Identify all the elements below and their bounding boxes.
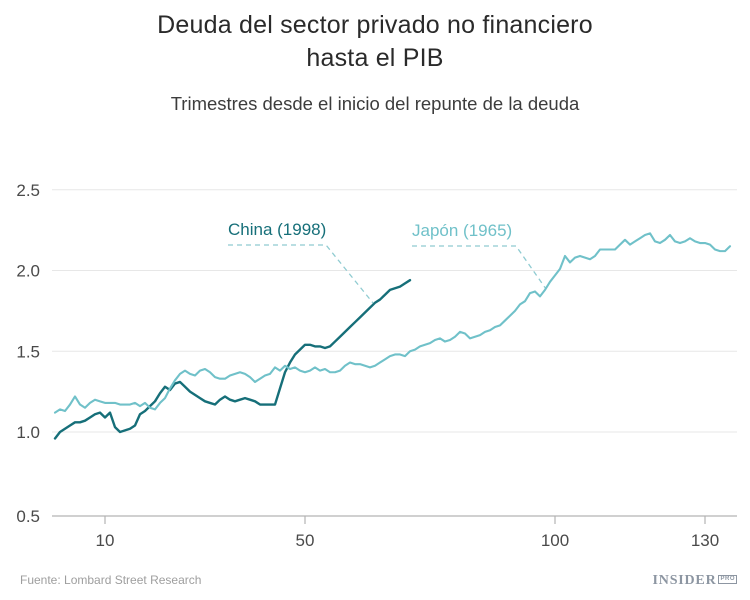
x-tick-label: 130 bbox=[691, 531, 719, 550]
insider-pro-logo: INSIDER PRO bbox=[653, 573, 737, 589]
japan-line bbox=[53, 232, 732, 414]
logo-text: INSIDER bbox=[652, 573, 717, 588]
chart-title-line1: Deuda del sector privado no financiero bbox=[157, 11, 593, 39]
x-tick-label: 10 bbox=[96, 531, 115, 550]
china-line bbox=[53, 278, 412, 440]
y-tick-label: 1.0 bbox=[16, 423, 40, 442]
logo-badge: PRO bbox=[718, 575, 737, 584]
x-tick-label: 50 bbox=[296, 531, 315, 550]
label-leader-line bbox=[412, 245, 547, 290]
chart-title: Deuda del sector privado no financiero h… bbox=[0, 9, 750, 75]
x-tick-label: 100 bbox=[541, 531, 569, 550]
y-tick-label: 1.5 bbox=[16, 342, 40, 361]
y-tick-label: 0.5 bbox=[16, 507, 40, 526]
source-credit: Fuente: Lombard Street Research bbox=[20, 573, 202, 587]
series-label-china: China (1998) bbox=[228, 220, 327, 239]
chart-subtitle: Trimestres desde el inicio del repunte d… bbox=[170, 93, 580, 114]
y-tick-label: 2.0 bbox=[16, 262, 40, 281]
label-leader-line bbox=[228, 244, 374, 304]
y-tick-label: 2.5 bbox=[16, 181, 40, 200]
series-label-japan: Japón (1965) bbox=[412, 221, 513, 240]
chart-title-line2: hasta el PIB bbox=[306, 44, 444, 72]
